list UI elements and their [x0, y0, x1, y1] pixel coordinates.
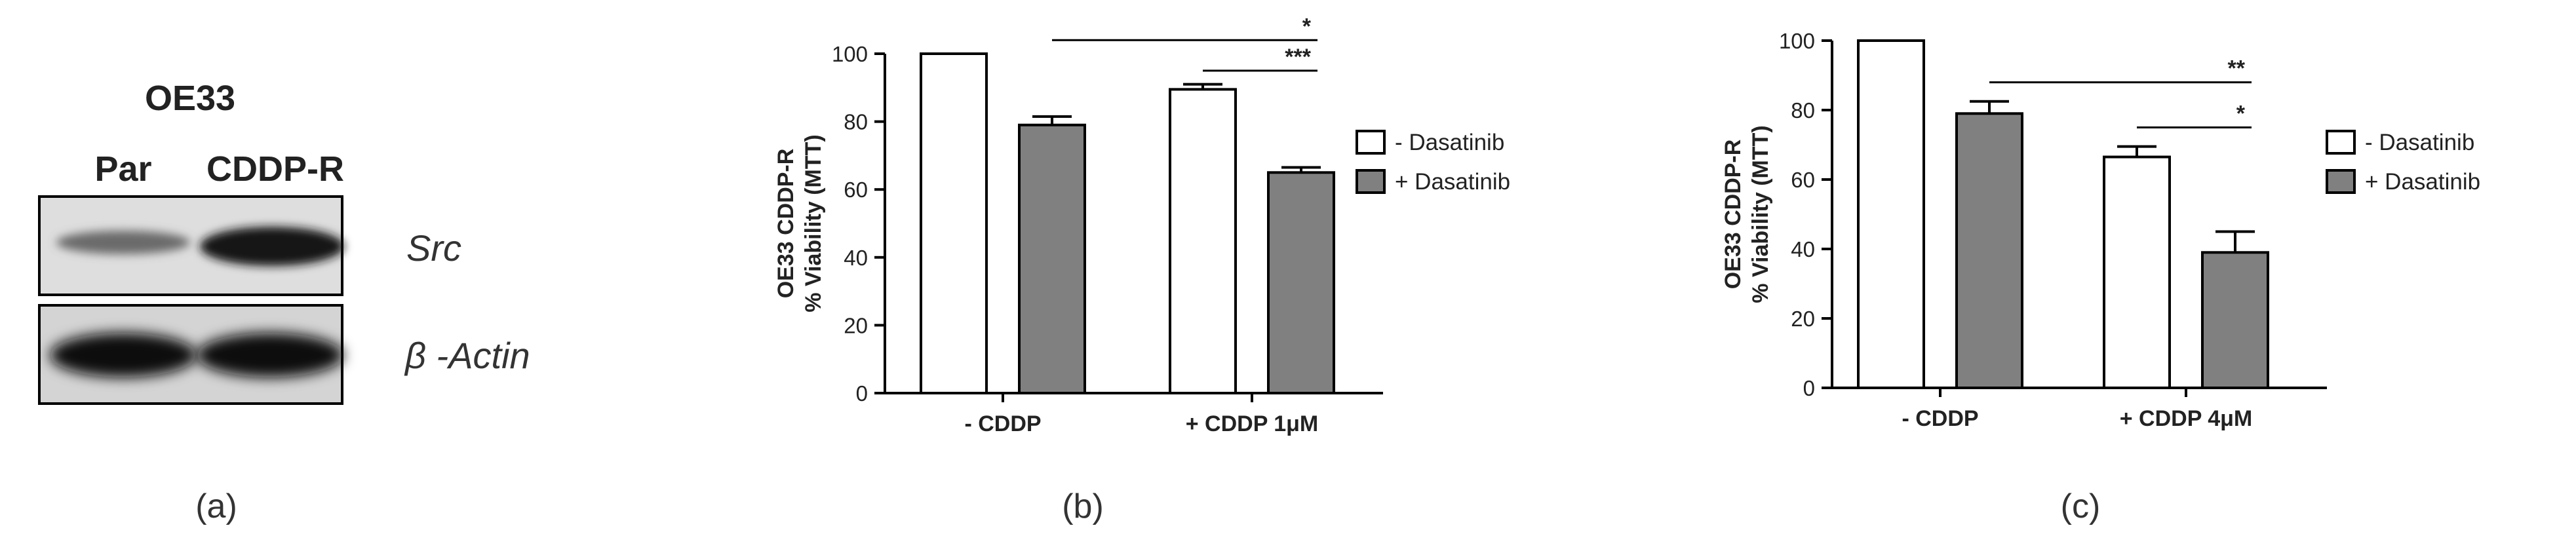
- y-tick-label: 20: [844, 313, 868, 337]
- src-band-par: [56, 231, 190, 254]
- legend-label: + Dasatinib: [2365, 169, 2480, 195]
- y-axis-label-line1: OE33 CDDP-R: [1721, 140, 1746, 290]
- panel-label-a: (a): [195, 487, 237, 525]
- y-tick-label: 60: [844, 178, 868, 202]
- significance-label: **: [2228, 56, 2246, 81]
- x-category-label: - CDDP: [964, 411, 1041, 436]
- x-category-label: - CDDP: [1902, 406, 1978, 431]
- bar-minus-dasatinib-0: [1857, 39, 1925, 389]
- bar-chart-b: 0 20 40 60 80 100 OE33 CDDP-R% Viability (MTT)…: [773, 14, 1510, 525]
- y-tick-label: 60: [1791, 168, 1815, 192]
- legend-label: - Dasatinib: [2365, 130, 2474, 155]
- bar-minus-dasatinib-0: [920, 52, 988, 394]
- panel-label: (c): [2061, 487, 2101, 525]
- bar-minus-dasatinib-1: [2103, 155, 2171, 390]
- src-band-cddpr: [200, 227, 344, 266]
- blot-lane-label-par: Par: [94, 149, 151, 189]
- y-axis-label-line2: % Viability (MTT): [1748, 125, 1773, 303]
- significance-label: ***: [1285, 45, 1311, 69]
- significance-label: *: [1302, 14, 1312, 39]
- western-blot-figure: OE33 Par CDDP-R Src β -Actin (a): [38, 79, 530, 525]
- bar-plus-dasatinib-1: [2201, 251, 2269, 389]
- y-axis-label-line1: OE33 CDDP-R: [773, 149, 798, 299]
- x-category-label: + CDDP 4μM: [2120, 406, 2253, 431]
- blot-band-label-src: Src: [406, 227, 461, 269]
- y-tick-label: 0: [1803, 376, 1815, 400]
- panel-label: (b): [1062, 487, 1104, 525]
- bar-plus-dasatinib-0: [1018, 123, 1086, 394]
- y-tick-label: 100: [832, 42, 868, 66]
- y-tick-label: 20: [1791, 307, 1815, 331]
- chart-panel-b: 0 20 40 60 80 100 OE33 CDDP-R% Viability (MTT)…: [721, 0, 1639, 551]
- x-category-label: + CDDP 1μM: [1186, 411, 1319, 436]
- blot-panel: OE33 Par CDDP-R Src β -Actin (a): [0, 0, 655, 551]
- bar-chart-c: 0 20 40 60 80 100 OE33 CDDP-R% Viability (MTT)…: [1721, 29, 2480, 525]
- y-tick-label: 80: [844, 110, 868, 134]
- chart-panel-c: 0 20 40 60 80 100 OE33 CDDP-R% Viability (MTT)…: [1704, 0, 2576, 551]
- legend-swatch-plus-dasatinib: [2326, 169, 2356, 194]
- legend-swatch-minus-dasatinib: [2326, 130, 2356, 155]
- bar-plus-dasatinib-0: [1955, 112, 2023, 390]
- blot-lane-label-cddpr: CDDP-R: [206, 149, 344, 189]
- bar-plus-dasatinib-1: [1267, 171, 1335, 394]
- legend-label: + Dasatinib: [1395, 169, 1510, 195]
- significance-label: *: [2236, 102, 2246, 126]
- y-tick-label: 40: [844, 246, 868, 270]
- legend-label: - Dasatinib: [1395, 130, 1504, 155]
- y-axis-label-line2: % Viability (MTT): [801, 134, 826, 312]
- blot-actin-strip: [38, 304, 343, 405]
- y-tick-label: 100: [1779, 29, 1815, 53]
- bar-minus-dasatinib-1: [1169, 88, 1237, 394]
- actin-band-par: [50, 333, 197, 377]
- blot-cell-line: OE33: [145, 79, 235, 118]
- blot-src-strip: [38, 195, 344, 296]
- actin-band-cddpr: [197, 333, 343, 377]
- legend-swatch-minus-dasatinib: [1356, 130, 1386, 155]
- legend-swatch-plus-dasatinib: [1356, 169, 1386, 194]
- y-tick-label: 80: [1791, 98, 1815, 123]
- blot-band-label-actin: β -Actin: [404, 335, 530, 376]
- y-tick-label: 0: [856, 381, 868, 406]
- y-tick-label: 40: [1791, 237, 1815, 261]
